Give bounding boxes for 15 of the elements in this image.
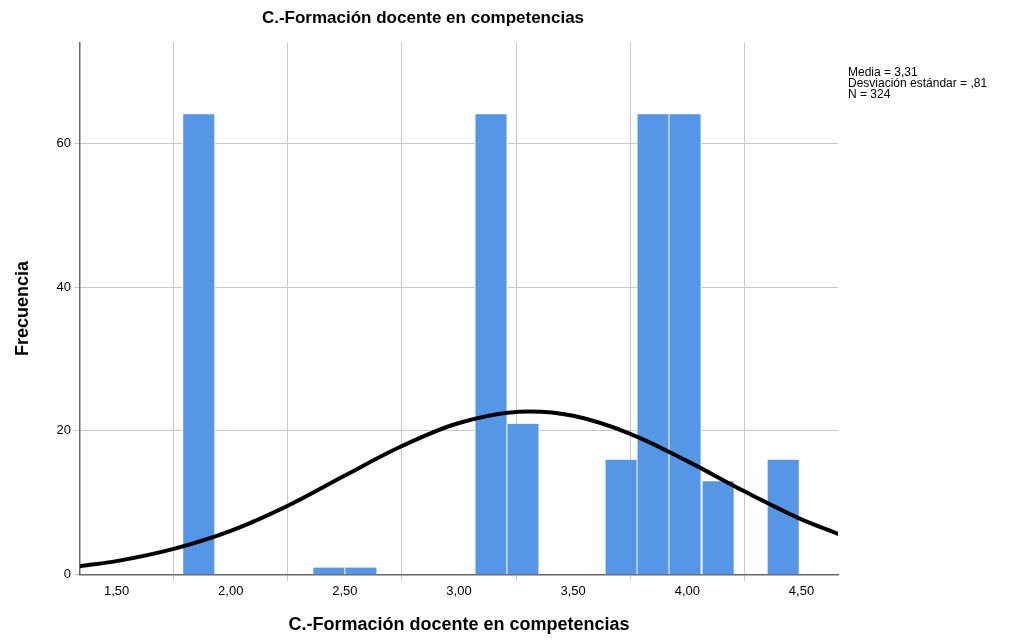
y-axis-title: Frecuencia (11, 260, 32, 357)
y-tick-label: 0 (63, 566, 72, 582)
x-tick-label: 3,00 (446, 583, 472, 599)
y-tick-label: 20 (56, 422, 72, 438)
y-tick-label: 60 (56, 134, 72, 150)
x-tick-label: 2,50 (332, 583, 358, 599)
x-tick-label: 3,50 (560, 583, 586, 599)
chart-title: C.-Formación docente en competencias (261, 7, 585, 27)
x-tick-label: 4,50 (788, 583, 815, 599)
x-tick-label: 1,50 (103, 583, 130, 599)
x-tick-label: 2,00 (218, 583, 244, 599)
text: N = 324 (848, 87, 891, 102)
y-tick-label: 40 (56, 278, 72, 294)
x-axis-title: C.-Formación docente en competencias (288, 614, 630, 635)
x-tick-label: 4,00 (674, 583, 700, 599)
